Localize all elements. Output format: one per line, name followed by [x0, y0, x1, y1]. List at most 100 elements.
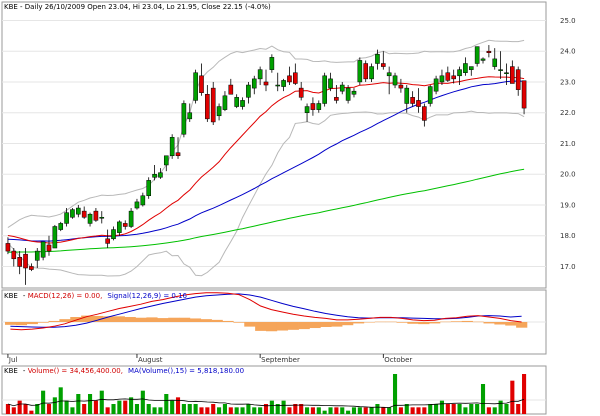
macd-histogram-bar [48, 320, 60, 322]
macd-histogram-bar [233, 322, 245, 323]
macd-histogram-bar [135, 317, 147, 322]
volume-bar [422, 407, 427, 414]
macd-histogram-bar [146, 317, 158, 322]
macd-histogram-bar [37, 322, 49, 323]
macd-histogram-bar [266, 322, 278, 332]
volume-bar [263, 404, 269, 414]
volume-bar [170, 400, 175, 414]
candle-up [316, 103, 322, 110]
month-axis: Jul August September October [7, 354, 412, 364]
candle-up [128, 210, 134, 227]
macd-histogram-bar [418, 322, 430, 325]
candle-up [87, 213, 93, 224]
macd-separator: - [23, 292, 28, 300]
volume-bar [439, 400, 445, 414]
signal-line [10, 293, 522, 328]
volume-bar [146, 404, 151, 414]
macd-histogram-bar [211, 319, 223, 322]
bollinger-upper-line [7, 39, 525, 229]
volume-bar [480, 384, 486, 414]
price-grid [2, 19, 546, 267]
macd-histogram-bar [222, 320, 234, 322]
volume-bar [305, 407, 310, 414]
volume-bar [369, 407, 374, 414]
volume-bar [428, 404, 433, 414]
candle-up [134, 201, 140, 209]
candle-up [463, 63, 468, 73]
volume-bar [35, 404, 40, 414]
month-label: Jul [8, 356, 18, 364]
volume-bar [211, 404, 216, 414]
volume-bar [516, 404, 521, 414]
candle-down [298, 87, 304, 98]
volume-bar [357, 407, 362, 414]
volume-bar [434, 404, 439, 414]
macd-histogram-bar [168, 317, 180, 322]
volume-bar [52, 397, 57, 414]
volume-bar [504, 404, 509, 414]
candle-down [486, 50, 492, 53]
macd-histogram-bar [124, 317, 136, 322]
candle-down [81, 210, 87, 218]
candle-down [23, 253, 28, 269]
volume-bar [269, 400, 274, 414]
volume-bar [375, 404, 380, 414]
volume-bar [105, 407, 110, 414]
month-label: September [261, 356, 300, 364]
volume-bar [310, 407, 315, 414]
candle-down [175, 152, 181, 157]
macd-histogram-bar [331, 322, 343, 327]
volume-bar [363, 407, 368, 414]
volume-ma-line [7, 398, 525, 409]
macd-histogram-bar [450, 321, 463, 322]
macd-histogram-bar [505, 322, 517, 326]
candle-up [386, 72, 392, 77]
candle-down [46, 244, 52, 252]
candle-up [304, 106, 310, 113]
volume-bar [29, 410, 34, 414]
candle-up [169, 137, 175, 157]
volume-bar [398, 407, 403, 414]
macd-label: MACD(12,26) = 0.00, [28, 292, 103, 300]
volume-bar [152, 407, 157, 414]
volume-bar [46, 404, 52, 414]
candle-down [210, 87, 216, 123]
volume-bar [140, 390, 145, 414]
volume-bar [387, 407, 392, 414]
volume-bar [134, 404, 140, 414]
volume-bar [381, 407, 386, 414]
price-panel [1, 1, 547, 289]
candle-down [11, 250, 17, 260]
macd-histogram-bar [15, 322, 28, 326]
candle-down [93, 210, 99, 221]
candle-up [357, 60, 363, 83]
candle-up [240, 100, 245, 107]
candle-down [334, 97, 339, 101]
price-tick-label: 19.0 [560, 201, 576, 209]
volume-bar [293, 404, 298, 414]
volume-bar [351, 407, 357, 414]
volume-bar [404, 404, 409, 414]
macd-histogram-bar [113, 316, 125, 322]
candle-up [322, 75, 327, 104]
macd-histogram-bar [5, 322, 17, 325]
macd-histogram-bar [374, 321, 386, 323]
volume-bar [522, 374, 527, 414]
macd-histogram-bar [385, 321, 397, 323]
volume-ma-label: MA(Volume(),15) = 5,818,180.00 [128, 367, 244, 375]
candle-up [158, 172, 163, 178]
macd-histogram-bar [353, 322, 365, 324]
volume-bar [240, 407, 245, 414]
macd-histogram-bar [429, 322, 441, 324]
price-tick-label: 20.0 [560, 171, 576, 179]
candle-up [76, 207, 81, 215]
candle-up [99, 217, 105, 219]
volume-bar [175, 397, 181, 414]
candle-up [163, 155, 169, 166]
volume-bar [498, 400, 503, 414]
candle-up [433, 78, 439, 92]
volume-bar [316, 407, 321, 414]
volume-bar [287, 407, 292, 414]
month-label: August [138, 356, 163, 364]
